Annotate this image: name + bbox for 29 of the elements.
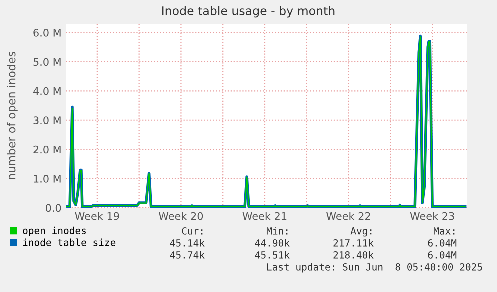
chart-title: Inode table usage - by month — [162, 6, 335, 18]
text: 45.74k — [170, 251, 205, 259]
y-tick-label: 3.0 M — [34, 116, 61, 124]
x-tick-label: Week 21 — [242, 212, 287, 220]
y-tick-label: 0.0 — [46, 204, 62, 212]
text: 6.04M — [428, 239, 457, 247]
text: Last update: Sun Jun 8 05:40:00 2025 — [267, 263, 482, 273]
y-tick-label: 6.0 M — [34, 28, 61, 37]
y-axis-title: number of open inodes — [7, 52, 18, 180]
x-tick-label: Week 22 — [326, 212, 370, 220]
text: 44.90k — [255, 239, 290, 247]
text: Avg: — [350, 228, 372, 237]
legend-label: inode table size — [23, 238, 116, 246]
text: 218.40k — [334, 251, 374, 259]
text: Min: — [266, 227, 288, 235]
x-tick-label: Week 19 — [75, 212, 120, 220]
y-tick-label: 4.0 M — [33, 87, 61, 96]
legend-label: open inodes — [23, 226, 86, 236]
x-tick-label: Week 23 — [410, 212, 454, 220]
text: Cur: — [182, 227, 203, 235]
y-tick-label: 1.0 M — [34, 175, 61, 183]
x-tick-label: Week 20 — [159, 212, 204, 220]
text: 6.04M — [428, 251, 457, 259]
y-tick-label: 5.0 M — [34, 58, 61, 66]
text: 45.14k — [170, 239, 205, 247]
text: 217.11k — [334, 239, 374, 247]
y-tick-label: 2.0 M — [34, 146, 61, 154]
text: Max: — [434, 228, 455, 235]
text: 45.51k — [255, 251, 290, 259]
